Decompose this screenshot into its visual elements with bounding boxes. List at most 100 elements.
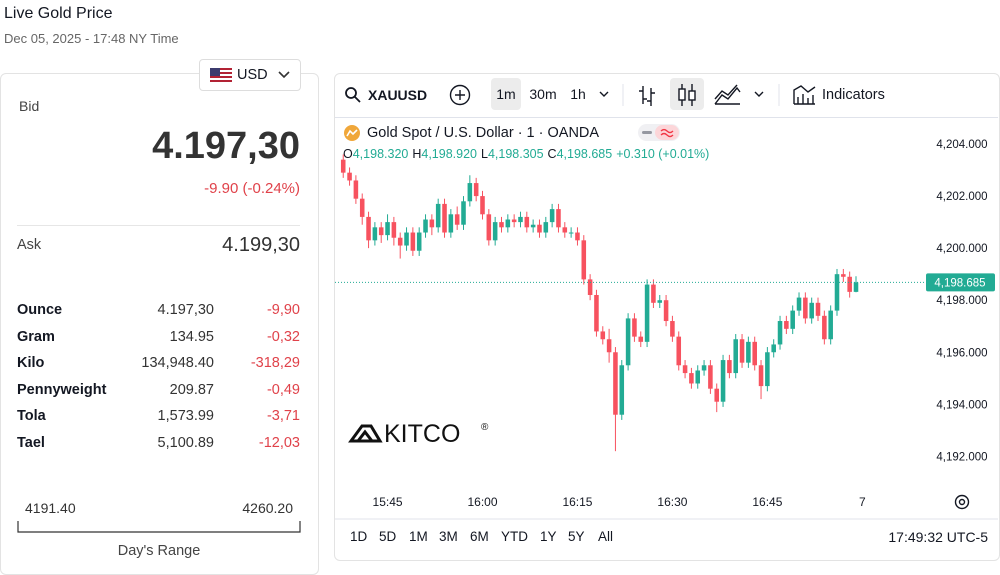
candle-body [657, 300, 663, 303]
y-tick-label: 4,202.000 [936, 191, 987, 203]
ask-price: 4.199,30 [222, 234, 300, 256]
watermark-symbol: ® [481, 422, 489, 433]
settings-icon[interactable] [954, 494, 970, 510]
candle-body [682, 365, 688, 374]
toolbar-divider [335, 117, 998, 118]
candle-body [777, 321, 783, 345]
row-change: -0,49 [266, 381, 300, 398]
candle-body [467, 183, 473, 202]
range-button[interactable]: 1Y [540, 529, 557, 544]
row-label: Tola [17, 408, 46, 425]
candle-body [790, 310, 795, 329]
bid-price: 4.197,30 [152, 125, 300, 167]
candle-body [340, 159, 346, 173]
x-tick-label: 15:45 [373, 495, 403, 509]
interval-button[interactable]: 1h [570, 86, 586, 102]
candle-body [619, 365, 625, 415]
currency-select[interactable]: USD [199, 59, 301, 91]
row-label: Tael [17, 435, 45, 451]
candle-body [359, 198, 365, 217]
row-change: -3,71 [266, 408, 300, 425]
candle-body [638, 336, 644, 342]
candle-body [486, 214, 492, 241]
candle-body [423, 219, 428, 233]
candle-body [613, 352, 618, 415]
gold-icon [344, 125, 360, 141]
y-tick-label: 4,200.000 [936, 243, 987, 255]
range-label: Day's Range [117, 543, 201, 559]
range-button[interactable]: 5D [379, 529, 397, 544]
candle-body [435, 203, 441, 228]
candle-body [746, 341, 751, 363]
row-label: Ounce [17, 302, 63, 318]
candle-body [739, 339, 745, 363]
y-tick-label: 4,204.000 [936, 139, 987, 151]
candle-body [492, 222, 498, 241]
candle-body [556, 209, 561, 228]
chevron [278, 71, 290, 79]
candle-body [461, 201, 466, 225]
range-bar [17, 521, 301, 533]
candle-body [841, 274, 846, 277]
candle-body [670, 321, 675, 337]
range-button[interactable]: 5Y [568, 529, 585, 544]
ohlc-legend: O4,198.320 H4,198.920 L4,198.305 C4,198.685… [343, 147, 709, 161]
legend-key: C [547, 147, 557, 161]
range-button[interactable]: 3M [439, 529, 458, 544]
candle-body [480, 196, 485, 215]
interval-button[interactable]: 1m [491, 78, 521, 110]
toolbar-icons [599, 78, 816, 110]
candle-body [518, 216, 523, 223]
candle-body [733, 339, 738, 374]
candle-body [473, 183, 479, 197]
last-price-badge [926, 273, 995, 292]
range-button[interactable]: 1M [409, 529, 428, 544]
range-button[interactable]: All [598, 529, 614, 544]
candle-body [796, 297, 802, 311]
bid-label: Bid [19, 98, 40, 114]
range-button[interactable]: 6M [470, 529, 489, 544]
currency: USD [237, 67, 268, 83]
candle-body [416, 232, 422, 251]
row-change: -318,29 [250, 355, 300, 372]
range-button[interactable]: 1D [350, 529, 368, 544]
candle-body [549, 209, 555, 223]
range-high: 4260.20 [242, 500, 293, 516]
candle-body [454, 214, 460, 225]
legend-key: O [343, 147, 353, 161]
legend-key: H [412, 147, 422, 161]
candle-body [714, 388, 720, 402]
indicators-button[interactable]: Indicators [822, 87, 885, 103]
row-label: Gram [17, 328, 55, 345]
interval-button[interactable]: 30m [529, 86, 557, 102]
candle-body [651, 284, 656, 303]
legend-change: +0.310 (+0.01%) [616, 147, 710, 161]
candle-body [410, 232, 416, 251]
symbol[interactable]: XAUUSD [368, 87, 428, 103]
candle-body [397, 237, 403, 246]
legend-value: 4,198.320 [352, 147, 409, 161]
row-price: 134.95 [169, 328, 214, 345]
candle-body [834, 274, 840, 311]
candle-body [803, 297, 808, 319]
candle-body [708, 365, 713, 389]
candle-body [429, 219, 435, 228]
candle-body [575, 232, 580, 241]
compare-icon[interactable] [449, 84, 471, 106]
x-tick-label: 7 [859, 495, 866, 509]
range-button[interactable]: YTD [501, 529, 528, 544]
y-tick-label: 4,196.000 [936, 347, 987, 359]
candle-body [853, 282, 859, 292]
row-price: 1,573.99 [157, 408, 214, 425]
row-change: -9,90 [266, 302, 300, 318]
candle-body [524, 216, 530, 228]
page-subtitle: Dec 05, 2025 - 17:48 NY Time [4, 31, 179, 46]
range-low: 4191.40 [25, 500, 76, 516]
row-change: -12,03 [258, 435, 300, 451]
row-price: 134,948.40 [141, 355, 214, 372]
legend-value: 4,198.305 [487, 147, 544, 161]
candle-body [606, 339, 612, 353]
candle-body [771, 344, 776, 353]
candle-body [822, 315, 827, 340]
